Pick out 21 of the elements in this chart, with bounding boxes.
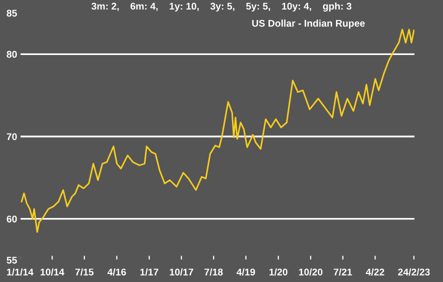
- x-tick-label: 1/20: [269, 268, 288, 276]
- x-tick-label: 4/19: [236, 268, 256, 276]
- x-tick-label: 7/21: [334, 268, 352, 276]
- y-tick-label: 80: [6, 50, 17, 58]
- x-tick-label: 1/1/14: [7, 268, 34, 276]
- x-tick-label: 10/17: [170, 268, 194, 276]
- x-tick-label: 4/22: [366, 268, 384, 276]
- x-tick-label: 7/15: [75, 268, 94, 276]
- text: US Dollar - Indian Rupee: [252, 20, 365, 29]
- y-tick-label: 70: [6, 133, 17, 140]
- x-tick-label: 7/18: [204, 268, 223, 276]
- y-tick-label: 85: [6, 10, 17, 17]
- y-tick-label: 55: [6, 256, 17, 264]
- line-series: [20, 28, 415, 233]
- x-tick-label: 10/14: [40, 268, 64, 276]
- text: 3m: 2, 6m: 4, 1y: 10, 3y: 5, 5y: 5, 10y: 4, gph: 3: [92, 2, 352, 12]
- x-tick-label: 1/17: [140, 268, 158, 276]
- x-tick-label: 24/2/23: [398, 268, 430, 276]
- y-tick-label: 60: [6, 216, 17, 222]
- x-tick-label: 10/20: [299, 268, 322, 276]
- x-tick-label: 4/16: [107, 268, 126, 276]
